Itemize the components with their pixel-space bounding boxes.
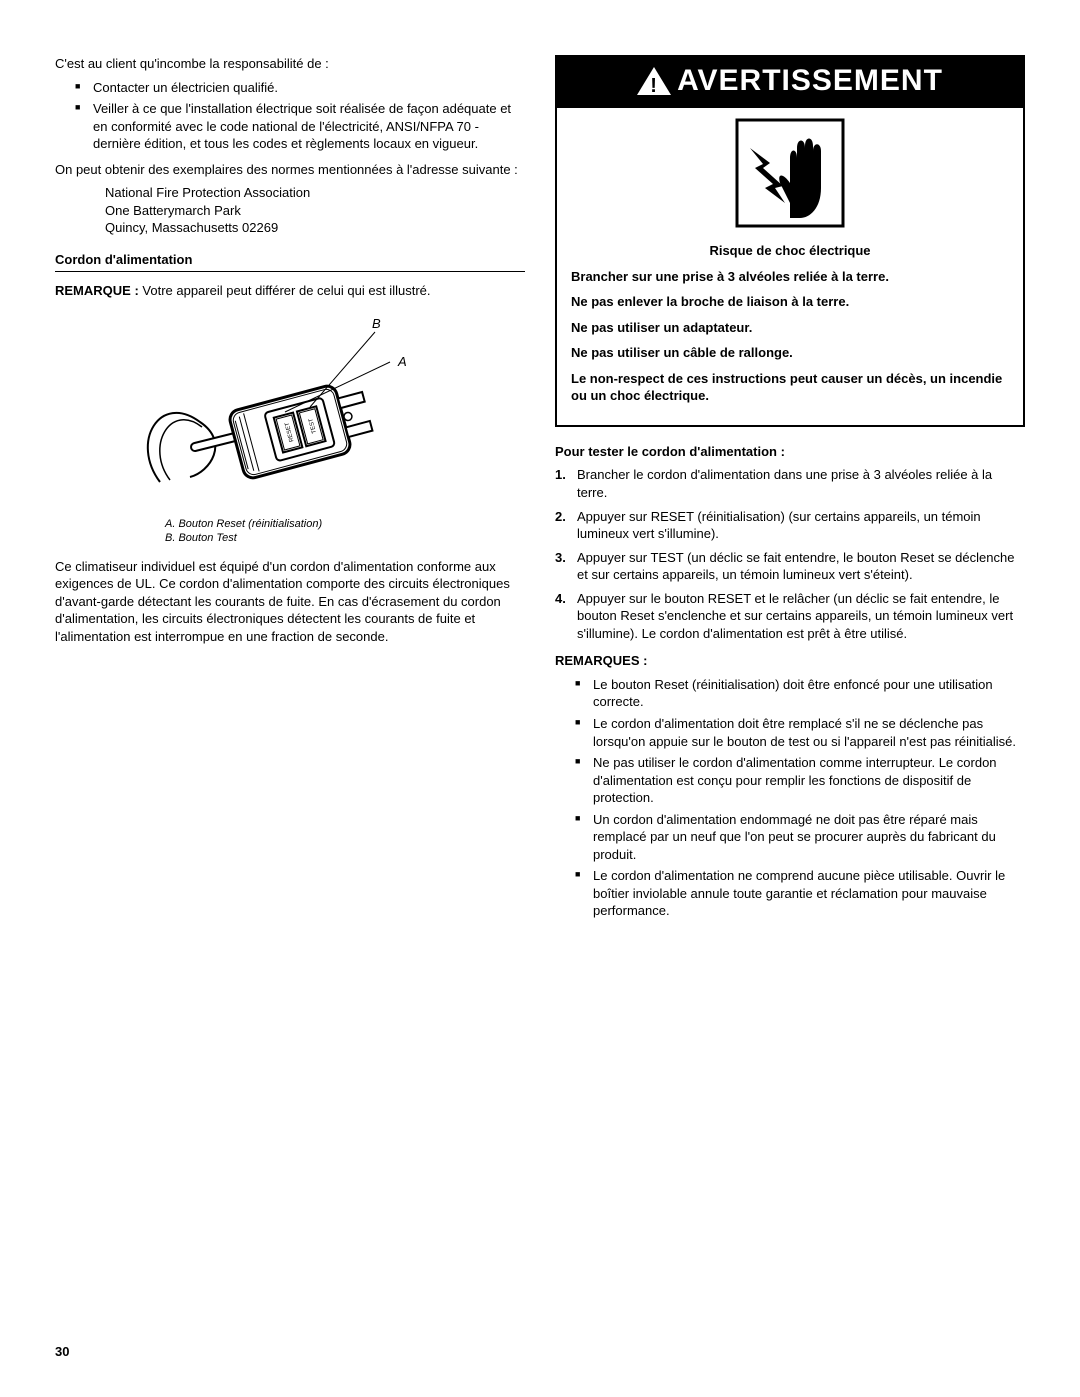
cord-description: Ce climatiseur individuel est équipé d'u… (55, 558, 525, 646)
warn-line: Ne pas enlever la broche de liaison à la… (571, 293, 1009, 311)
warn-line: Risque de choc électrique (571, 242, 1009, 260)
two-column-layout: C'est au client qu'incombe la responsabi… (55, 55, 1025, 928)
figure-label-a: A (397, 354, 407, 369)
list-item: Le bouton Reset (réinitialisation) doit … (575, 676, 1025, 711)
shock-hand-icon (735, 118, 845, 228)
remarques-list: Le bouton Reset (réinitialisation) doit … (555, 676, 1025, 920)
warning-title: AVERTISSEMENT (677, 61, 943, 102)
test-heading: Pour tester le cordon d'alimentation : (555, 443, 1025, 461)
list-item: Veiller à ce que l'installation électriq… (75, 100, 525, 153)
warn-line: Brancher sur une prise à 3 alvéoles reli… (571, 268, 1009, 286)
alert-triangle-icon (637, 67, 671, 95)
step-item: 4.Appuyer sur le bouton RESET et le relâ… (555, 590, 1025, 643)
warning-box: AVERTISSEMENT Risque de choc électrique … (555, 55, 1025, 427)
figure-label-b: B (372, 316, 381, 331)
step-text: Appuyer sur TEST (un déclic se fait ente… (577, 550, 1014, 583)
list-item: Le cordon d'alimentation doit être rempl… (575, 715, 1025, 750)
warn-line: Ne pas utiliser un câble de rallonge. (571, 344, 1009, 362)
responsibility-list: Contacter un électricien qualifié. Veill… (55, 79, 525, 153)
warn-line: Ne pas utiliser un adaptateur. (571, 319, 1009, 337)
right-column: AVERTISSEMENT Risque de choc électrique … (555, 55, 1025, 928)
shock-icon-wrap (571, 118, 1009, 233)
list-item: Ne pas utiliser le cordon d'alimentation… (575, 754, 1025, 807)
cord-figure: RESET TEST A B (55, 312, 525, 512)
remarque-label: REMARQUE : (55, 283, 139, 298)
step-text: Appuyer sur le bouton RESET et le relâch… (577, 591, 1013, 641)
step-text: Brancher le cordon d'alimentation dans u… (577, 467, 992, 500)
caption-a: A. Bouton Reset (réinitialisation) (165, 518, 525, 532)
test-steps: 1.Brancher le cordon d'alimentation dans… (555, 466, 1025, 642)
intro-text: C'est au client qu'incombe la responsabi… (55, 55, 525, 73)
list-item: Contacter un électricien qualifié. (75, 79, 525, 97)
address-block: National Fire Protection Association One… (105, 184, 525, 237)
list-item: Un cordon d'alimentation endommagé ne do… (575, 811, 1025, 864)
plug-illustration: RESET TEST A B (140, 312, 440, 512)
warn-line: Le non-respect de ces instructions peut … (571, 370, 1009, 405)
warning-header: AVERTISSEMENT (557, 57, 1023, 108)
step-text: Appuyer sur RESET (réinitialisation) (su… (577, 509, 981, 542)
step-item: 2.Appuyer sur RESET (réinitialisation) (… (555, 508, 1025, 543)
list-item: Le cordon d'alimentation ne comprend auc… (575, 867, 1025, 920)
address-line: One Batterymarch Park (105, 202, 525, 220)
warning-body: Risque de choc électrique Brancher sur u… (557, 108, 1023, 425)
remarque-text: Votre appareil peut différer de celui qu… (139, 283, 431, 298)
step-item: 1.Brancher le cordon d'alimentation dans… (555, 466, 1025, 501)
page-number: 30 (55, 1343, 69, 1361)
copies-text: On peut obtenir des exemplaires des norm… (55, 161, 525, 179)
address-line: National Fire Protection Association (105, 184, 525, 202)
left-column: C'est au client qu'incombe la responsabi… (55, 55, 525, 928)
caption-b: B. Bouton Test (165, 532, 525, 546)
figure-caption: A. Bouton Reset (réinitialisation) B. Bo… (165, 518, 525, 546)
remarques-label: REMARQUES : (555, 652, 1025, 670)
step-item: 3.Appuyer sur TEST (un déclic se fait en… (555, 549, 1025, 584)
address-line: Quincy, Massachusetts 02269 (105, 219, 525, 237)
remarque-line: REMARQUE : Votre appareil peut différer … (55, 282, 525, 300)
cord-heading: Cordon d'alimentation (55, 251, 525, 273)
